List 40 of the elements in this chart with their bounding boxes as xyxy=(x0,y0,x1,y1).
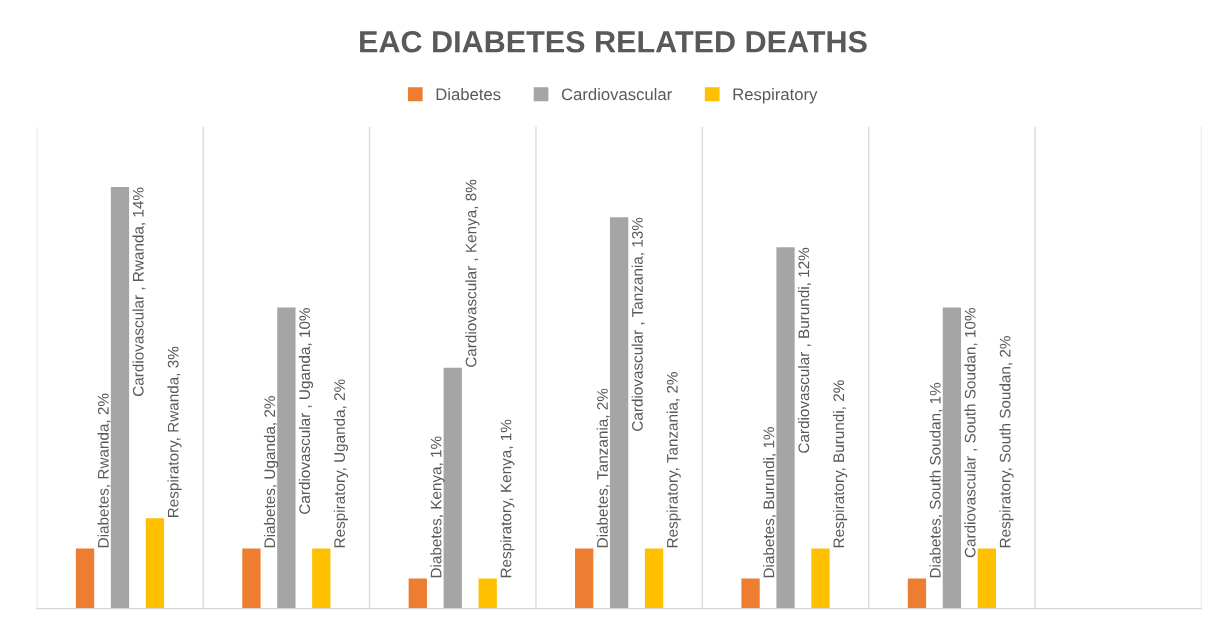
chart-title: EAC DIABETES RELATED DEATHS xyxy=(360,30,867,53)
data-label: Cardiovascular , Uganda, 10% xyxy=(298,308,314,514)
data-label: Respiratory, Uganda, 2% xyxy=(333,379,349,548)
bar xyxy=(312,548,331,609)
data-label: Respiratory, Kenya, 1% xyxy=(500,419,515,578)
data-label: Respiratory, Tanzania, 2% xyxy=(666,372,681,548)
data-label: Diabetes, South Soudan, 1% xyxy=(929,382,943,578)
legend-label: Diabetes xyxy=(436,88,501,101)
bar xyxy=(242,548,261,609)
data-label: Diabetes, Kenya, 1% xyxy=(430,436,445,578)
bar xyxy=(478,578,497,609)
data-label: Diabetes, Uganda, 2% xyxy=(263,396,279,548)
data-label: Cardiovascular , Burundi, 12% xyxy=(797,247,812,453)
bar xyxy=(110,187,130,609)
bar xyxy=(408,578,427,609)
bar xyxy=(907,578,927,609)
legend-label: Cardiovascular xyxy=(561,88,672,101)
data-label: Cardiovascular , Rwanda, 14% xyxy=(132,187,146,396)
bar xyxy=(575,548,594,609)
bar xyxy=(609,217,629,609)
bar xyxy=(145,518,165,609)
data-label: Respiratory, Burundi, 2% xyxy=(832,380,848,548)
bar xyxy=(811,548,830,609)
bar xyxy=(942,307,962,609)
data-label: Cardiovascular , Kenya, 8% xyxy=(465,179,480,367)
data-label: Respiratory, Rwanda, 3% xyxy=(167,346,182,518)
bar xyxy=(776,247,795,609)
data-label: Cardiovascular , South Soudan, 10% xyxy=(964,308,978,558)
data-label: Respiratory, South Soudan, 2% xyxy=(999,336,1014,548)
data-label: Diabetes, Rwanda, 2% xyxy=(97,393,111,548)
bar xyxy=(644,548,664,609)
bar xyxy=(977,548,996,609)
data-label: Diabetes, Burundi, 1% xyxy=(763,427,777,578)
bar xyxy=(75,548,95,609)
bar xyxy=(741,578,760,609)
bar xyxy=(277,307,296,609)
data-label: Cardiovascular , Tanzania, 13% xyxy=(631,217,645,431)
legend-label: Respiratory xyxy=(733,88,818,104)
bar xyxy=(443,367,462,609)
data-label: Diabetes, Tanzania, 2% xyxy=(596,388,610,548)
